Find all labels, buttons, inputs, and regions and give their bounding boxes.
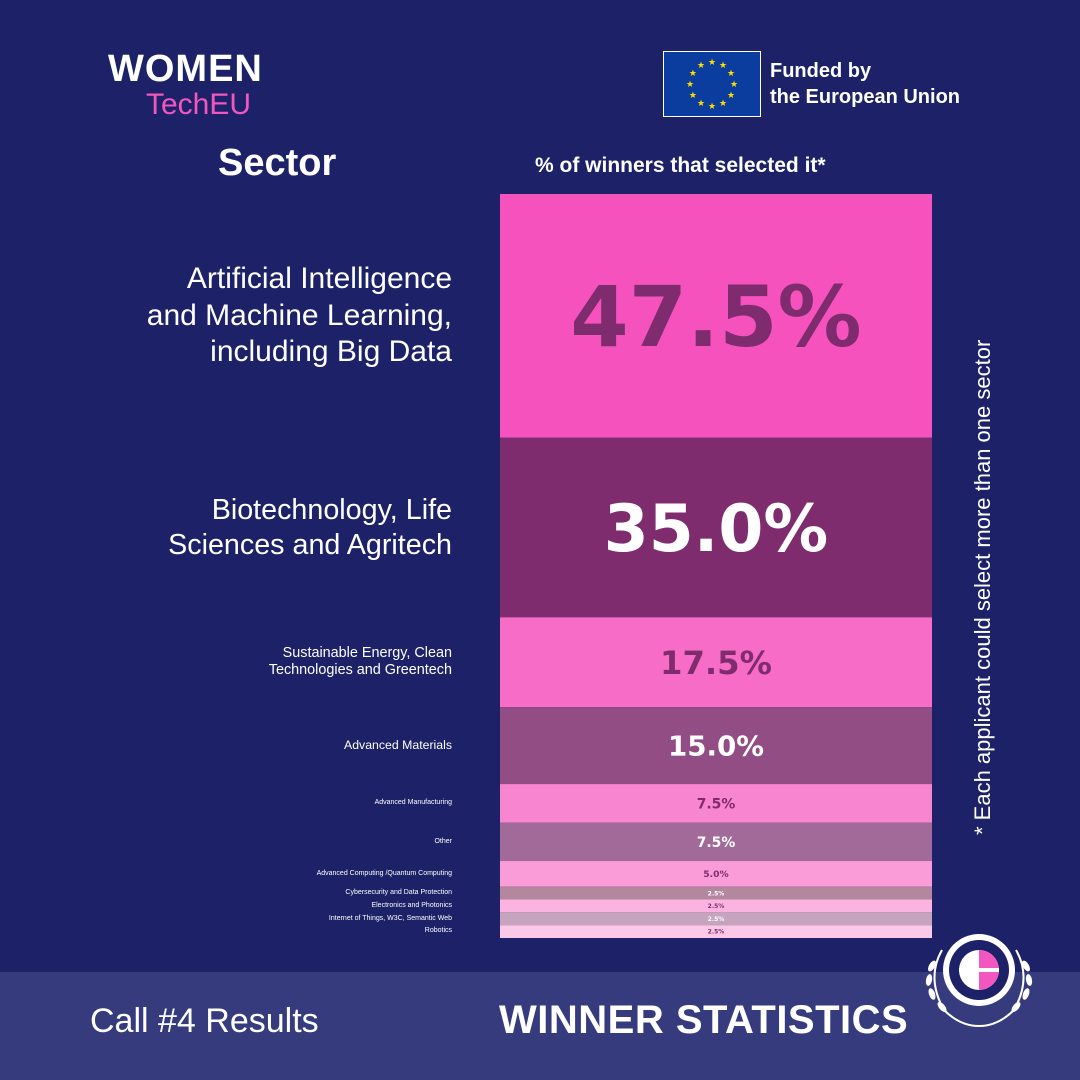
eu-star-icon: ★	[689, 90, 697, 100]
category-label: Cybersecurity and Data Protection	[345, 889, 452, 898]
category-label: Robotics	[425, 927, 452, 936]
category-label-line: Artificial Intelligence	[186, 262, 452, 295]
eu-star-icon: ★	[686, 79, 694, 89]
category-label-line: Advanced Computing /Quantum Computing	[316, 869, 452, 877]
category-label-line: Other	[434, 837, 452, 845]
bar-segment	[500, 912, 932, 926]
bar-segment	[500, 617, 932, 708]
category-label-line: Sustainable Energy, Clean	[282, 644, 452, 661]
category-label-line: Sciences and Agritech	[168, 528, 452, 561]
bar-value-label: 7.5%	[697, 835, 736, 851]
sector-heading: Sector	[218, 142, 337, 184]
women-techeu-logo: WOMEN TechEU	[108, 48, 283, 121]
bar-segment	[500, 194, 932, 438]
percent-heading: % of winners that selected it*	[535, 154, 826, 177]
footer-bar: Call #4 Results WINNER STATISTICS	[0, 972, 1080, 1080]
eu-line2: the European Union	[770, 86, 960, 108]
eu-flag-icon: ★ ★ ★ ★ ★ ★ ★ ★ ★ ★ ★ ★	[663, 51, 761, 117]
eu-star-icon: ★	[708, 57, 716, 67]
bar-value-label: 7.5%	[697, 796, 736, 812]
logo-line2: TechEU	[146, 88, 252, 121]
eu-star-icon: ★	[727, 90, 735, 100]
eu-line1: Funded by	[770, 60, 872, 82]
eu-star-icon: ★	[697, 98, 705, 108]
category-label: Artificial Intelligence and Machine Learn…	[147, 261, 452, 371]
bar-value-label: 2.5%	[708, 929, 725, 936]
bar-segment	[500, 899, 932, 913]
category-label-line: Internet of Things, W3C, Semantic Web	[328, 914, 452, 922]
bar-value-label: 47.5%	[570, 268, 861, 366]
eu-star-icon: ★	[719, 98, 727, 108]
logo-line1: WOMEN	[108, 48, 263, 90]
chart-svg: 47.5% 35.0% 17.5% 15.0% 7.5% 7.5% 5.0% 2.5% 2.5%…	[500, 194, 932, 938]
eu-star-icon: ★	[719, 60, 727, 70]
category-label: Internet of Things, W3C, Semantic Web	[329, 915, 452, 924]
bar-segment	[500, 886, 932, 900]
category-label: Advanced Materials	[344, 738, 452, 753]
eu-funding-text: Funded by the European Union	[770, 58, 960, 110]
category-label-line: and Machine Learning,	[146, 298, 452, 332]
bar-segment	[500, 707, 932, 785]
eu-star-icon: ★	[697, 60, 705, 70]
footer-winner-statistics: WINNER STATISTICS	[499, 998, 909, 1042]
laurel-badge-icon	[920, 930, 1038, 1030]
bar-segment	[500, 822, 932, 862]
bar-value-label: 5.0%	[703, 869, 728, 880]
category-label: Advanced Manufacturing	[375, 799, 452, 808]
category-label: Electronics and Photonics	[371, 902, 452, 911]
footer-call-results: Call #4 Results	[90, 1002, 319, 1040]
category-label-line: including Big Data	[210, 335, 452, 369]
bar-value-label: 35.0%	[604, 492, 828, 567]
category-label-line: Electronics and Photonics	[371, 901, 452, 909]
category-label-line: Technologies and Greentech	[268, 662, 452, 679]
category-label-line: Robotics	[424, 927, 452, 935]
category-label: Other	[434, 838, 452, 847]
category-label-line: Biotechnology, Life	[211, 493, 452, 526]
bar-segment	[500, 861, 932, 887]
bar-segment	[500, 784, 932, 823]
sector-chart: 47.5% 35.0% 17.5% 15.0% 7.5% 7.5% 5.0% 2.5% 2.5%…	[500, 194, 932, 938]
eu-star-icon: ★	[689, 68, 697, 78]
eu-star-icon: ★	[727, 68, 735, 78]
bar-segment	[500, 437, 932, 618]
bar-value-label: 2.5%	[708, 890, 725, 897]
category-label-line: Cybersecurity and Data Protection	[345, 888, 452, 896]
bar-value-label: 2.5%	[708, 916, 725, 923]
side-note: * Each applicant could select more than …	[965, 195, 1005, 835]
category-label: Sustainable Energy, Clean Technologies an…	[269, 645, 452, 680]
side-note-text: * Each applicant could select more than …	[970, 339, 995, 835]
category-label: Biotechnology, Life Sciences and Agritech	[168, 493, 452, 563]
bar-value-label: 2.5%	[708, 903, 725, 910]
eu-star-icon: ★	[730, 79, 738, 89]
bar-value-label: 17.5%	[660, 644, 772, 682]
bar-segment	[500, 925, 932, 938]
category-label-line: Advanced Manufacturing	[374, 799, 452, 806]
category-label-line: Advanced Materials	[344, 738, 452, 753]
eu-star-icon: ★	[708, 101, 716, 111]
bar-value-label: 15.0%	[668, 730, 764, 763]
category-label: Advanced Computing /Quantum Computing	[317, 870, 452, 879]
